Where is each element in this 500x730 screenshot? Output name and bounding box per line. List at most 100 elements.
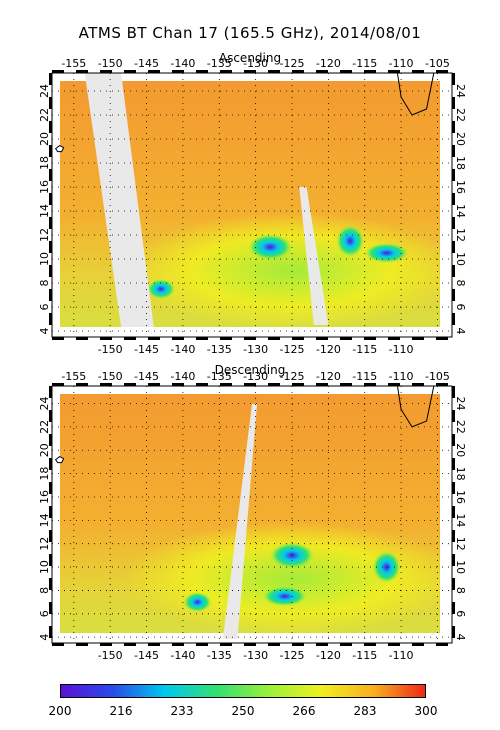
x-tick-label-top: -115 [352,370,377,383]
x-tick-label-bottom: -140 [170,649,195,662]
y-tick-label-left: 20 [38,132,51,146]
y-tick-label-right: 16 [454,490,467,504]
frame-tick [452,458,455,470]
x-tick-label-top: -130 [243,370,268,383]
frame-tick [316,383,328,386]
y-tick-label-right: 12 [454,537,467,551]
y-tick-label-right: 8 [454,280,467,287]
y-tick-label-left: 14 [38,513,51,527]
frame-tick [268,337,280,340]
panel-ascending: -155 -150 -145 -140 -135 -130 -125 -120 -115 -110… [38,57,467,356]
frame-tick [452,434,455,446]
y-tick-label-right: 18 [454,467,467,481]
frame-tick [172,383,184,386]
frame-tick [364,383,376,386]
y-tick-label-left: 12 [38,228,51,242]
y-tick-label-left: 10 [38,252,51,266]
x-tick-label-top: -140 [170,370,195,383]
y-tick-label-right: 16 [454,180,467,194]
frame-tick [452,410,455,422]
frame-tick [220,337,232,340]
x-tick-label-top: -105 [425,370,450,383]
y-tick-label-left: 8 [38,280,51,287]
x-tick-label-top: -130 [243,57,268,70]
swath-edge [52,73,60,337]
frame-tick [220,70,232,73]
frame-tick [452,169,455,181]
frame-tick [316,337,328,340]
frame-tick [268,643,280,646]
y-tick-label-left: 14 [38,204,51,218]
swath-gap [222,404,258,639]
y-tick-label-right: 6 [454,610,467,617]
x-tick-label-bottom: -145 [134,649,159,662]
y-tick-label-left: 22 [38,420,51,434]
frame-tick [452,386,455,398]
x-tick-label-bottom: -145 [134,343,159,356]
x-tick-label-bottom: -135 [207,649,232,662]
y-tick-label-left: 18 [38,156,51,170]
low-bt-region [147,279,176,299]
frame-tick [436,337,448,340]
colorbar-tick-label: 250 [231,704,255,718]
x-tick-label-top: -110 [389,370,414,383]
island-outline [54,456,65,464]
low-bt-region [262,586,307,607]
frame-tick [452,602,455,614]
frame-tick [452,265,455,277]
frame-tick [49,289,52,301]
x-tick-label-top: -150 [98,370,123,383]
x-tick-label-bottom: -115 [352,649,377,662]
frame-tick [148,337,160,340]
y-tick-label-right: 20 [454,443,467,457]
frame-tick [49,626,52,638]
frame-tick [452,73,455,85]
y-tick-label-left: 12 [38,537,51,551]
frame-tick [49,506,52,518]
frame-tick [52,643,64,646]
panel-title-descending: Descending [214,363,286,377]
frame-tick [172,337,184,340]
x-tick-label-top: -110 [389,57,414,70]
frame-tick [268,70,280,73]
frame-tick [340,643,352,646]
x-tick-label-top: -135 [207,370,232,383]
frame-tick [49,482,52,494]
frame-tick [148,643,160,646]
swath-gap [299,187,329,325]
y-tick-label-left: 20 [38,443,51,457]
frame-tick [268,383,280,386]
x-tick-label-bottom: -125 [280,343,305,356]
frame-tick [364,70,376,73]
frame-tick [436,70,448,73]
frame-tick [220,643,232,646]
swath-gap [84,73,154,327]
x-tick-label-bottom: -110 [389,343,414,356]
frame-tick [52,70,64,73]
x-tick-label-bottom: -120 [316,649,341,662]
colorbar-tick-label: 266 [292,704,316,718]
x-tick-label-top: -115 [352,57,377,70]
frame-tick [388,383,400,386]
frame-tick [244,70,256,73]
y-tick-label-right: 4 [454,328,467,335]
frame-tick [49,458,52,470]
frame-tick [49,193,52,205]
y-tick-label-right: 14 [454,204,467,218]
y-tick-label-left: 24 [38,397,51,411]
frame-tick [124,337,136,340]
y-tick-label-left: 10 [38,560,51,574]
x-tick-label-top: -135 [207,57,232,70]
frame-tick [49,530,52,542]
frame-tick [452,193,455,205]
colorbar-tick-label: 200 [48,704,72,718]
frame-tick [196,337,208,340]
frame-tick [340,337,352,340]
frame-tick [49,97,52,109]
x-tick-label-top: -125 [280,370,305,383]
x-tick-label-bottom: -150 [98,649,123,662]
swath-edge [440,73,452,337]
frame-tick [124,643,136,646]
y-tick-label-left: 6 [38,304,51,311]
y-tick-label-left: 4 [38,328,51,335]
